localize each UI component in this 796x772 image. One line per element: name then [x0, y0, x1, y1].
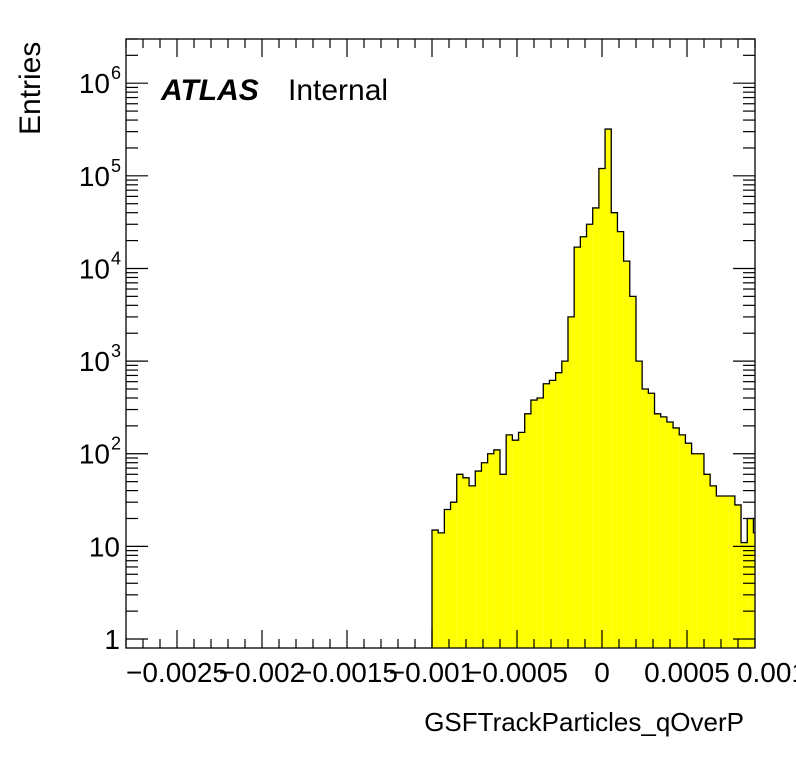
histogram-bar [481, 462, 488, 648]
x-tick-label: 0.001 [737, 657, 796, 688]
histogram-bar [543, 383, 550, 648]
histogram-bar [716, 495, 723, 648]
histogram-bar [574, 247, 581, 648]
y-tick-exponent: 3 [111, 341, 121, 361]
histogram-bar [673, 427, 680, 648]
histogram-bar [518, 432, 525, 648]
histogram-bar [487, 453, 494, 648]
histogram-bar [512, 440, 519, 648]
histogram-bar [728, 495, 735, 648]
y-tick-label: 10 [79, 439, 110, 470]
histogram-bar [475, 471, 482, 648]
y-tick-label: 10 [79, 253, 110, 284]
histogram-bar [734, 504, 742, 648]
y-axis-ticks [126, 38, 755, 640]
histogram-bar [537, 397, 544, 648]
histogram-bar [617, 231, 624, 649]
histogram-bar [629, 296, 636, 648]
histogram-bar [499, 474, 507, 648]
histogram-bar [703, 474, 711, 648]
histogram-bar [524, 413, 531, 648]
y-axis-label: Entries [14, 42, 47, 135]
x-axis-label: GSFTrackParticles_qOverP [424, 707, 744, 737]
histogram-bar [648, 393, 655, 648]
y-tick-exponent: 5 [111, 156, 121, 176]
histogram-bar [450, 502, 457, 648]
y-tick-label: 10 [79, 68, 110, 99]
histogram-bar [642, 388, 649, 648]
histogram-bar [432, 530, 439, 648]
histogram-bar [438, 532, 445, 648]
histogram-bar [462, 477, 470, 648]
x-tick-label: 0 [594, 657, 610, 688]
y-tick-label: 10 [79, 161, 110, 192]
y-tick-exponent: 2 [111, 434, 121, 454]
histogram-bar [598, 168, 606, 648]
histogram-bar [654, 413, 661, 648]
x-tick-label: −0.002 [219, 657, 305, 688]
y-tick-label: 1 [104, 624, 120, 655]
histogram-outline [431, 128, 755, 648]
histogram-bar [580, 236, 587, 648]
plot-frame [125, 38, 756, 649]
histogram-bar [456, 474, 463, 648]
y-tick-exponent: 4 [111, 248, 121, 268]
histogram-bar [666, 422, 674, 648]
histogram-bar [469, 485, 476, 648]
histogram-bar [753, 532, 755, 648]
x-tick-label: −0.0025 [126, 657, 228, 688]
x-tick-label: −0.0015 [296, 657, 398, 688]
y-tick-label: 10 [89, 531, 120, 562]
histogram-bar [555, 372, 562, 648]
x-axis-tick-labels: −0.0025−0.002−0.0015−0.001−0.0005 0 0.0005… [126, 657, 796, 688]
histogram-bar [592, 207, 599, 648]
histogram-bar [660, 416, 667, 648]
histogram-bar [586, 224, 593, 648]
histogram-bar [722, 495, 729, 648]
histogram-bar [611, 212, 618, 648]
histogram-bar [697, 453, 704, 648]
y-tick-label: 10 [79, 346, 110, 377]
histogram-bars [432, 129, 755, 649]
histogram-bar [710, 485, 717, 648]
x-tick-label: −0.0005 [466, 657, 568, 688]
histogram-bar [635, 361, 643, 648]
internal-label: Internal [288, 74, 388, 107]
y-tick-exponent: 6 [111, 63, 121, 83]
atlas-label: ATLAS [160, 74, 259, 107]
histogram-bar [691, 453, 698, 648]
histogram-bar [561, 361, 568, 648]
x-tick-label: 0.0005 [644, 657, 730, 688]
histogram-bar [530, 400, 538, 648]
x-tick-label: −0.001 [389, 657, 475, 688]
histogram-bar [567, 316, 575, 648]
histogram-bar [444, 509, 451, 648]
histogram-bar [549, 380, 556, 648]
histogram-bar [685, 443, 692, 648]
histogram-bar [605, 129, 612, 649]
histogram-bar [679, 434, 686, 648]
histogram-bar [506, 434, 513, 648]
x-axis-ticks [125, 39, 756, 648]
histogram-bar [623, 261, 630, 648]
histogram-bar [493, 449, 500, 648]
